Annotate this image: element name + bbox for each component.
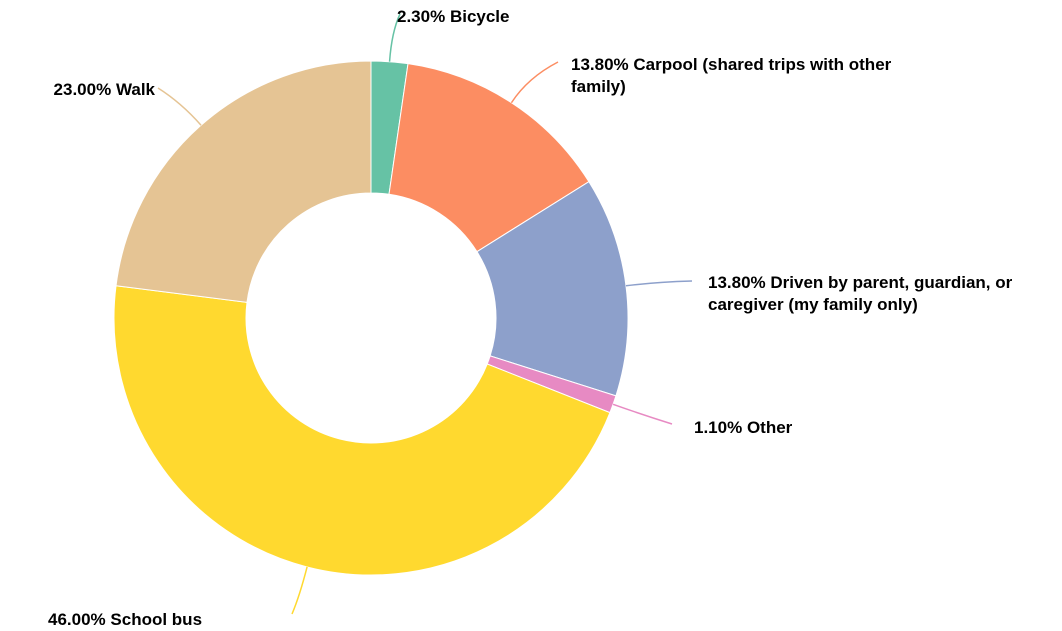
category-label: Driven by parent, guardian, or caregiver…	[708, 273, 1013, 314]
value-label: 2.30%	[397, 7, 446, 26]
slice-label: 13.80% Driven by parent, guardian, or ca…	[708, 272, 1062, 316]
leader-line	[157, 87, 202, 126]
category-label: Bicycle	[449, 7, 510, 26]
category-label: Carpool (shared trips with other family)	[571, 55, 892, 96]
category-label: School bus	[110, 610, 203, 629]
slice-label: 46.00% School bus	[48, 609, 348, 631]
slice-label: 1.10% Other	[694, 417, 994, 439]
value-label: 1.10%	[694, 418, 743, 437]
donut-slice	[476, 180, 629, 397]
leader-line	[510, 61, 559, 104]
donut-slice	[115, 60, 372, 303]
leader-line	[291, 566, 308, 615]
category-label: Other	[746, 418, 793, 437]
leader-line	[388, 13, 401, 62]
leader-line	[612, 403, 673, 425]
value-label: 46.00%	[48, 610, 106, 629]
slice-label: 13.80% Carpool (shared trips with other …	[571, 54, 931, 98]
value-label: 13.80%	[708, 273, 766, 292]
donut-slice	[388, 63, 590, 253]
category-label: Walk	[115, 80, 155, 99]
value-label: 23.00%	[53, 80, 112, 99]
donut-slice	[113, 285, 611, 576]
slice-label: 2.30% Bicycle	[397, 6, 697, 28]
value-label: 13.80%	[571, 55, 629, 74]
slice-label: 23.00% Walk	[5, 79, 155, 101]
leader-line	[625, 280, 693, 287]
